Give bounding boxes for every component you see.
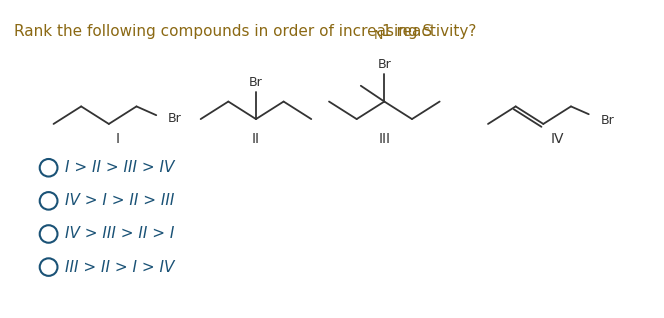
Text: 1 reactivity?: 1 reactivity? bbox=[382, 24, 477, 39]
Text: IV: IV bbox=[550, 132, 564, 146]
Text: III > II > I > IV: III > II > I > IV bbox=[65, 259, 175, 274]
Text: N: N bbox=[373, 29, 383, 42]
Text: II: II bbox=[252, 132, 260, 146]
Text: IV > I > II > III: IV > I > II > III bbox=[65, 193, 175, 208]
Text: I: I bbox=[116, 132, 120, 146]
Text: III: III bbox=[378, 132, 390, 146]
Text: Br: Br bbox=[600, 114, 614, 127]
Text: Br: Br bbox=[168, 112, 182, 125]
Text: I > II > III > IV: I > II > III > IV bbox=[65, 160, 175, 175]
Text: Rank the following compounds in order of increasing S: Rank the following compounds in order of… bbox=[14, 24, 432, 39]
Text: IV > III > II > I: IV > III > II > I bbox=[65, 226, 175, 241]
Text: Br: Br bbox=[249, 76, 263, 89]
Text: Br: Br bbox=[377, 58, 391, 71]
